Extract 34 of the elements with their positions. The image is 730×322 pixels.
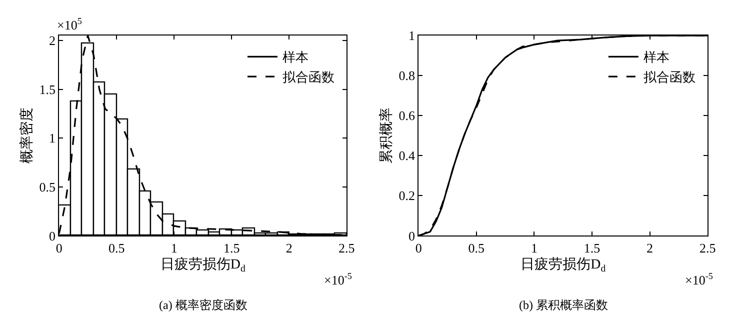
x-axis-title: 日疲劳损伤D$_{d}$: [160, 256, 246, 275]
text: (a) 概率密度函数: [159, 298, 248, 312]
y-tick-label: 1: [408, 28, 415, 44]
y-tick-label: 2: [48, 32, 56, 48]
y-tick-label: 1.5: [39, 82, 56, 97]
x-tick-label: 1.5: [224, 240, 240, 256]
text: ×10$^{-5}$: [685, 271, 714, 288]
text: (b) 累积概率函数: [519, 298, 608, 312]
y-tick-label: 0: [408, 228, 415, 244]
x-tick-label: 2.5: [338, 240, 355, 256]
text: ×10$^{-5}$: [324, 271, 352, 288]
x-tick-label: 1.5: [584, 240, 600, 256]
y-tick-label: 0.2: [398, 188, 415, 204]
x-axis-title: 日疲劳损伤D$_{d}$: [520, 256, 606, 275]
x-tick-label: 2.5: [699, 240, 716, 256]
y-tick-label: 0.4: [398, 148, 416, 164]
legend-label: 样本: [282, 50, 308, 65]
x-tick-label: 2: [646, 240, 654, 256]
y-tick-label: 0: [48, 228, 56, 244]
y-tick-label: 0.6: [398, 108, 416, 124]
y-tick-label: 0.5: [39, 179, 56, 194]
legend-label: 拟合函数: [643, 70, 696, 85]
legend-label: 拟合函数: [282, 70, 334, 85]
x-tick-label: 1: [170, 240, 178, 256]
x-tick-label: 0.5: [108, 240, 125, 256]
y-tick-label: 1: [48, 130, 56, 146]
y-axis-title: 累积概率: [378, 108, 394, 164]
y-tick-label: 0.8: [398, 68, 415, 84]
x-tick-label: 2: [286, 240, 292, 256]
x-tick-label: 1: [530, 240, 538, 256]
x-tick-label: 0.5: [468, 240, 485, 256]
legend-label: 样本: [643, 50, 670, 65]
y-axis-title: 概率密度: [18, 108, 35, 164]
text: ×10$^{5}$: [57, 16, 82, 32]
